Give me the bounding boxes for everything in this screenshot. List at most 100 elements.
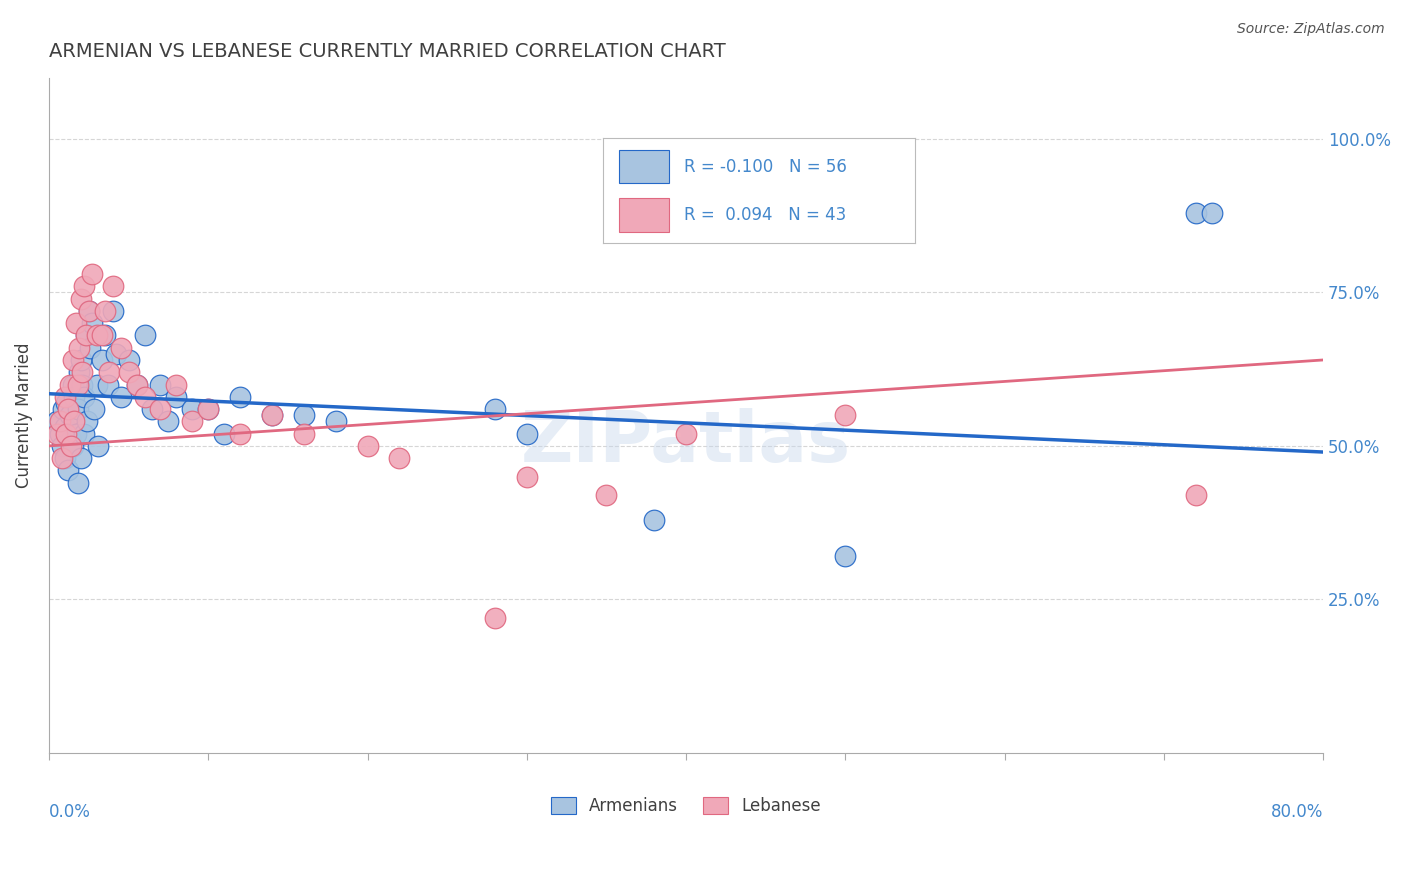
Point <box>67 341 90 355</box>
Point <box>67 365 90 379</box>
Point <box>834 408 856 422</box>
Point <box>55 426 77 441</box>
Point <box>45 414 67 428</box>
Point <box>125 377 148 392</box>
Point <box>80 316 103 330</box>
Point <box>69 451 91 466</box>
Point <box>59 408 82 422</box>
Point <box>98 365 121 379</box>
Point <box>66 402 89 417</box>
Point <box>62 377 84 392</box>
Point <box>77 303 100 318</box>
Point <box>86 377 108 392</box>
Point <box>125 377 148 392</box>
Point <box>165 377 187 392</box>
Point <box>80 267 103 281</box>
Text: Source: ZipAtlas.com: Source: ZipAtlas.com <box>1237 22 1385 37</box>
Point <box>62 353 84 368</box>
Point <box>73 279 96 293</box>
Point <box>51 451 73 466</box>
Point <box>56 463 79 477</box>
Point <box>388 451 411 466</box>
Point <box>45 426 67 441</box>
Point <box>55 396 77 410</box>
Point <box>260 408 283 422</box>
Point <box>53 420 76 434</box>
Point <box>157 414 180 428</box>
Point <box>87 439 110 453</box>
Point <box>73 390 96 404</box>
Point <box>292 408 315 422</box>
Text: 0.0%: 0.0% <box>49 804 91 822</box>
Point <box>484 611 506 625</box>
Point <box>134 328 156 343</box>
Text: ARMENIAN VS LEBANESE CURRENTLY MARRIED CORRELATION CHART: ARMENIAN VS LEBANESE CURRENTLY MARRIED C… <box>49 42 725 61</box>
Legend: Armenians, Lebanese: Armenians, Lebanese <box>544 790 828 822</box>
Point <box>110 341 132 355</box>
Point <box>60 433 83 447</box>
Point <box>675 426 697 441</box>
Point <box>325 414 347 428</box>
Y-axis label: Currently Married: Currently Married <box>15 343 32 488</box>
Point <box>72 365 94 379</box>
Point <box>65 316 87 330</box>
Text: 80.0%: 80.0% <box>1271 804 1323 822</box>
Point <box>149 377 172 392</box>
Point <box>117 353 139 368</box>
Point <box>134 390 156 404</box>
Point <box>149 402 172 417</box>
Point <box>260 408 283 422</box>
Point <box>101 303 124 318</box>
Point <box>90 353 112 368</box>
Point <box>834 549 856 564</box>
Point <box>59 377 82 392</box>
Point <box>62 439 84 453</box>
Point <box>110 390 132 404</box>
Point <box>72 377 94 392</box>
Point <box>101 279 124 293</box>
Point <box>212 426 235 441</box>
Point <box>484 402 506 417</box>
Point <box>53 390 76 404</box>
Point <box>53 451 76 466</box>
Point <box>60 439 83 453</box>
Point <box>86 328 108 343</box>
Point <box>79 341 101 355</box>
Point <box>56 402 79 417</box>
Point <box>77 303 100 318</box>
Point <box>69 292 91 306</box>
Point <box>229 426 252 441</box>
Point <box>356 439 378 453</box>
Point <box>643 512 665 526</box>
Point <box>1184 488 1206 502</box>
Point <box>90 328 112 343</box>
Point <box>49 426 72 441</box>
Point <box>73 426 96 441</box>
Point <box>516 426 538 441</box>
Point <box>66 377 89 392</box>
Point <box>83 402 105 417</box>
Point <box>181 414 204 428</box>
Point <box>76 414 98 428</box>
Point <box>1184 205 1206 219</box>
Point <box>181 402 204 417</box>
Point <box>104 347 127 361</box>
Point <box>49 414 72 428</box>
Point <box>66 475 89 490</box>
Point <box>97 377 120 392</box>
Point <box>516 469 538 483</box>
Point <box>75 328 97 343</box>
Point <box>63 390 86 404</box>
Point <box>117 365 139 379</box>
Point <box>52 402 75 417</box>
Point <box>229 390 252 404</box>
Point <box>197 402 219 417</box>
Point <box>51 439 73 453</box>
Point <box>1201 205 1223 219</box>
Point <box>197 402 219 417</box>
Point <box>93 328 115 343</box>
Point <box>165 390 187 404</box>
Point <box>141 402 163 417</box>
Point <box>292 426 315 441</box>
Point <box>63 414 86 428</box>
